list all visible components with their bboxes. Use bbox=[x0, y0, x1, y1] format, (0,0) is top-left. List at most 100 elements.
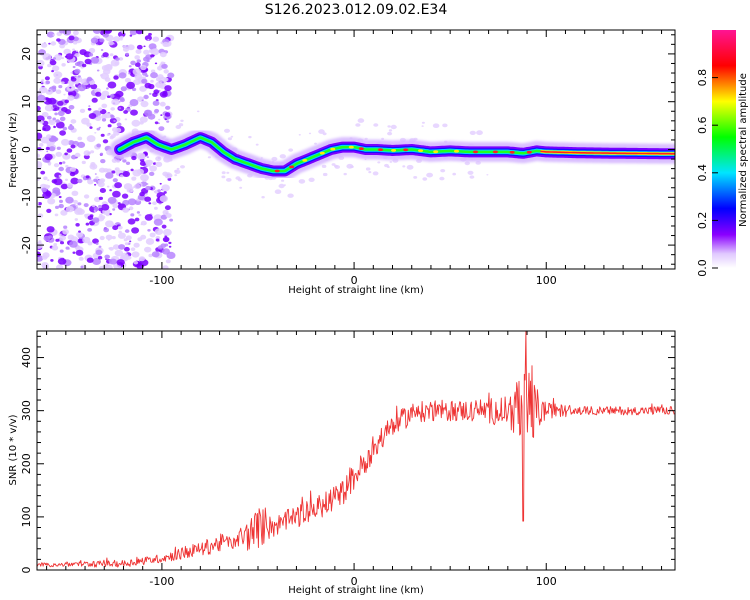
noise-blob bbox=[96, 127, 101, 131]
noise-blob bbox=[61, 57, 65, 60]
noise-blob bbox=[112, 244, 120, 250]
noise-blob bbox=[144, 246, 152, 253]
noise-blob bbox=[130, 189, 134, 193]
ridge-hotspot bbox=[274, 169, 280, 173]
noise-blob bbox=[87, 179, 94, 185]
noise-blob bbox=[150, 79, 154, 83]
noise-blob bbox=[123, 110, 128, 114]
noise-blob bbox=[83, 194, 90, 199]
noise-blob bbox=[145, 74, 149, 77]
noise-blob bbox=[321, 164, 327, 168]
snr-ticks: -100 0 100 0 100 200 300 400 bbox=[20, 331, 675, 588]
noise-blob bbox=[432, 123, 440, 128]
noise-blob bbox=[155, 161, 163, 167]
ridge-hotspot bbox=[319, 151, 325, 155]
noise-blob bbox=[125, 161, 131, 165]
noise-blob bbox=[59, 199, 63, 203]
noise-blob bbox=[77, 75, 81, 78]
noise-blob bbox=[96, 43, 99, 46]
noise-blob bbox=[475, 161, 481, 165]
noise-blob bbox=[69, 124, 73, 127]
noise-blob bbox=[45, 146, 50, 151]
noise-blob bbox=[372, 171, 379, 176]
noise-blob bbox=[130, 109, 138, 116]
noise-blob bbox=[46, 226, 55, 233]
ridge-hotspot bbox=[433, 150, 439, 154]
noise-blob bbox=[54, 54, 63, 61]
noise-blob bbox=[118, 230, 122, 234]
noise-blob bbox=[69, 171, 76, 177]
noise-blob bbox=[59, 43, 65, 49]
noise-blob bbox=[160, 114, 163, 116]
snr-x-tick-label: -100 bbox=[149, 575, 174, 588]
snr-panel: -100 0 100 0 100 200 300 400 Height of straight… bbox=[8, 330, 676, 596]
noise-blob bbox=[74, 218, 79, 221]
noise-blob bbox=[118, 107, 122, 110]
noise-blob bbox=[94, 183, 97, 186]
noise-blob bbox=[124, 246, 130, 252]
noise-blob bbox=[50, 41, 57, 46]
noise-blob bbox=[41, 262, 49, 268]
ridge-hotspot bbox=[330, 147, 336, 151]
noise-blob bbox=[109, 117, 117, 124]
noise-blob bbox=[355, 123, 361, 127]
colorbar-tick-label: 0.0 bbox=[696, 259, 709, 277]
noise-blob bbox=[100, 109, 107, 115]
noise-blob bbox=[110, 134, 116, 139]
noise-blob bbox=[52, 57, 57, 60]
noise-blob bbox=[61, 81, 65, 85]
noise-blob bbox=[133, 242, 140, 248]
noise-blob bbox=[239, 186, 243, 189]
noise-blob bbox=[110, 107, 115, 111]
noise-blob bbox=[52, 187, 61, 194]
noise-blob bbox=[121, 193, 129, 199]
noise-blob bbox=[119, 96, 125, 101]
colorbar-label: Normalized spectral amplitude bbox=[738, 73, 749, 227]
noise-blob bbox=[135, 30, 144, 35]
noise-blob bbox=[159, 101, 166, 107]
noise-blob bbox=[158, 118, 161, 121]
noise-blob bbox=[62, 30, 72, 36]
noise-blob bbox=[37, 132, 43, 140]
noise-blob bbox=[112, 225, 119, 231]
noise-blob bbox=[157, 189, 161, 193]
noise-blob bbox=[287, 193, 294, 198]
noise-blob bbox=[41, 79, 45, 82]
noise-blob bbox=[288, 148, 294, 152]
noise-blob bbox=[166, 251, 176, 259]
noise-blob bbox=[82, 236, 91, 244]
noise-blob bbox=[63, 93, 66, 96]
noise-blob bbox=[161, 224, 167, 229]
noise-blob bbox=[144, 214, 153, 221]
noise-blob bbox=[90, 162, 96, 167]
noise-blob bbox=[48, 235, 53, 239]
noise-blob bbox=[109, 258, 117, 265]
noise-blob bbox=[227, 137, 232, 141]
noise-blob bbox=[132, 169, 142, 177]
noise-blob bbox=[136, 152, 146, 160]
colorbar-tick-label: 0.4 bbox=[696, 164, 709, 182]
noise-blob bbox=[60, 183, 68, 190]
noise-blob bbox=[153, 162, 157, 165]
noise-blob bbox=[334, 165, 340, 169]
noise-blob bbox=[55, 151, 63, 157]
noise-blob bbox=[59, 235, 66, 241]
noise-blob bbox=[113, 36, 121, 42]
noise-blob bbox=[65, 53, 74, 60]
noise-blob bbox=[62, 161, 66, 164]
noise-blob bbox=[73, 205, 77, 208]
ridge-hotspot bbox=[358, 147, 364, 151]
noise-blob bbox=[52, 65, 60, 72]
noise-blob bbox=[141, 78, 148, 84]
noise-blob bbox=[109, 213, 112, 216]
noise-blob bbox=[46, 134, 52, 139]
noise-blob bbox=[144, 196, 152, 202]
noise-blob bbox=[58, 174, 62, 178]
noise-blob bbox=[109, 189, 112, 192]
noise-blob bbox=[108, 247, 111, 250]
ridge-hotspot bbox=[378, 148, 383, 152]
spectrogram-x-axis-label: Height of straight line (km) bbox=[288, 285, 424, 296]
noise-blob bbox=[155, 81, 164, 88]
noise-blob bbox=[110, 59, 120, 67]
